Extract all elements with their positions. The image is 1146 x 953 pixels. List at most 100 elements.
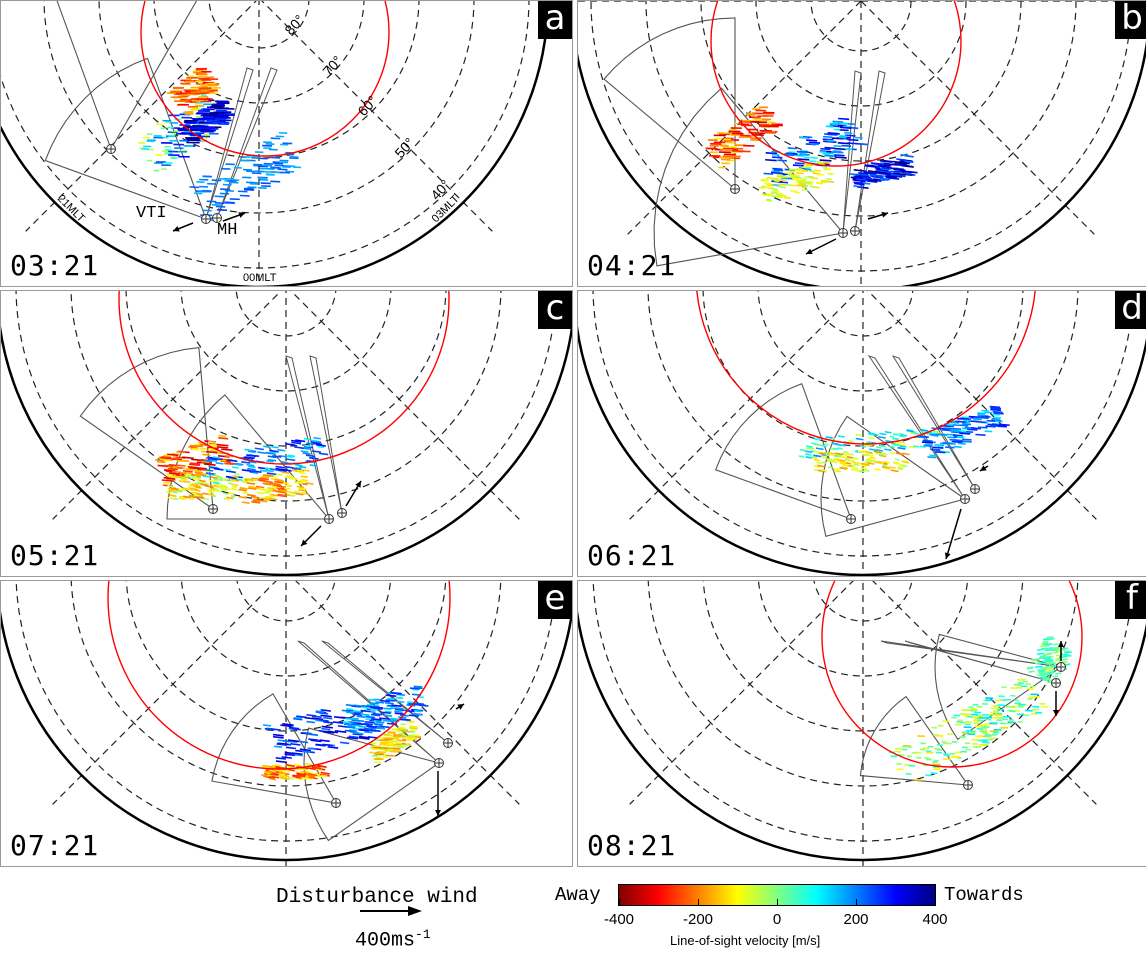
los-velocity-vector <box>231 466 239 469</box>
los-velocity-vector <box>345 711 355 714</box>
los-velocity-vector <box>881 166 892 170</box>
los-velocity-vector <box>239 487 248 490</box>
los-velocity-vector <box>893 172 906 176</box>
los-velocity-vector <box>221 488 228 492</box>
los-velocity-vector <box>182 470 193 473</box>
outer-latitude-boundary <box>578 325 1146 576</box>
los-velocity-vector <box>904 160 914 164</box>
radar-field-of-view <box>820 415 967 537</box>
los-velocity-vector <box>303 437 311 441</box>
los-velocity-vector <box>758 186 765 190</box>
los-velocity-vector <box>291 439 302 443</box>
los-velocity-vector <box>801 188 808 192</box>
los-velocity-vector <box>875 449 884 452</box>
los-velocity-vector <box>302 768 308 771</box>
los-velocity-vector <box>806 139 818 142</box>
fpi-beam <box>891 355 976 490</box>
los-velocity-vector <box>266 460 274 463</box>
los-velocity-vector <box>860 464 868 467</box>
los-velocity-vector <box>316 775 323 778</box>
los-velocity-vector <box>299 740 309 744</box>
los-velocity-vector <box>352 710 361 713</box>
los-velocity-vector <box>977 412 986 415</box>
los-velocity-vector <box>310 440 320 444</box>
los-velocity-vector <box>816 461 822 465</box>
los-velocity-vector <box>835 452 843 456</box>
los-velocity-vector <box>813 169 822 172</box>
los-velocity-vector <box>897 163 909 167</box>
los-velocity-vector <box>875 446 882 449</box>
mlt-label: 00MLT <box>243 272 277 284</box>
los-velocity-vector <box>352 733 363 736</box>
los-velocity-vector <box>913 445 920 448</box>
los-velocity-vector <box>215 461 224 465</box>
los-velocity-vector <box>212 481 220 485</box>
los-velocity-vector <box>208 440 217 444</box>
los-velocity-vector <box>873 461 881 464</box>
los-velocity-vector <box>856 178 866 182</box>
los-velocity-vector <box>199 447 207 450</box>
los-velocity-vector <box>190 491 198 495</box>
los-velocity-vector <box>267 487 275 490</box>
los-velocity-vector <box>395 707 404 710</box>
los-velocity-vector <box>259 469 268 473</box>
los-velocity-vector <box>208 490 215 494</box>
radar-field-of-view <box>653 87 845 267</box>
los-velocity-vector <box>218 437 229 440</box>
los-velocity-vector <box>261 765 269 769</box>
los-velocity-vector <box>961 416 969 419</box>
los-velocity-vector <box>204 468 214 472</box>
los-velocity-vector <box>272 455 282 458</box>
los-velocity-vector <box>394 708 405 712</box>
los-velocity-vector <box>1063 650 1070 653</box>
los-velocity-vector <box>204 484 213 488</box>
los-velocity-vector <box>811 456 818 460</box>
los-velocity-vector <box>1036 668 1044 672</box>
radar-field-of-view <box>859 695 970 786</box>
latitude-ring <box>43 1 475 214</box>
los-velocity-vector <box>292 775 302 779</box>
los-velocity-vector <box>182 495 191 499</box>
los-velocity-vector <box>196 496 205 500</box>
los-velocity-vector <box>771 153 780 156</box>
los-velocity-vector <box>952 434 964 437</box>
los-velocity-vector <box>839 126 852 129</box>
los-velocity-vector <box>823 161 831 164</box>
los-velocity-vector <box>267 455 277 459</box>
convection-boundary <box>710 1 962 167</box>
los-velocity-vector <box>1038 670 1046 673</box>
disturbance-wind-arrow <box>300 525 322 547</box>
station-marker <box>443 738 453 748</box>
los-velocity-vector <box>761 185 767 188</box>
los-velocity-vector <box>241 469 252 473</box>
los-velocity-vector <box>160 456 172 460</box>
mlt-meridian <box>872 581 1097 805</box>
los-velocity-vector <box>235 478 243 481</box>
los-velocity-vector <box>1039 655 1047 658</box>
los-velocity-vector <box>951 427 962 430</box>
los-velocity-vector <box>300 492 307 496</box>
los-velocity-vector <box>894 458 900 461</box>
los-velocity-vector <box>844 458 850 462</box>
los-velocity-vector <box>799 448 806 452</box>
los-velocity-vector <box>387 697 395 700</box>
los-velocity-vector <box>319 739 330 743</box>
los-velocity-vector <box>311 715 322 719</box>
station-marker <box>324 514 334 524</box>
los-velocity-vector <box>308 733 318 737</box>
los-velocity-vector <box>248 460 257 464</box>
los-velocity-vector <box>200 483 209 487</box>
los-velocity-vector <box>313 436 322 440</box>
los-velocity-vector <box>889 451 896 455</box>
los-velocity-vector <box>299 748 312 752</box>
los-velocity-vector <box>193 478 200 481</box>
los-velocity-vector <box>211 494 217 498</box>
los-velocity-vector <box>984 411 993 414</box>
los-velocity-vector <box>763 193 771 197</box>
los-velocity-vector <box>360 709 371 713</box>
los-velocity-vector <box>879 172 890 176</box>
los-velocity-vector <box>1061 647 1069 650</box>
los-velocity-vector <box>885 175 898 179</box>
los-velocity-vector <box>304 776 313 780</box>
los-velocity-vector <box>367 727 377 730</box>
